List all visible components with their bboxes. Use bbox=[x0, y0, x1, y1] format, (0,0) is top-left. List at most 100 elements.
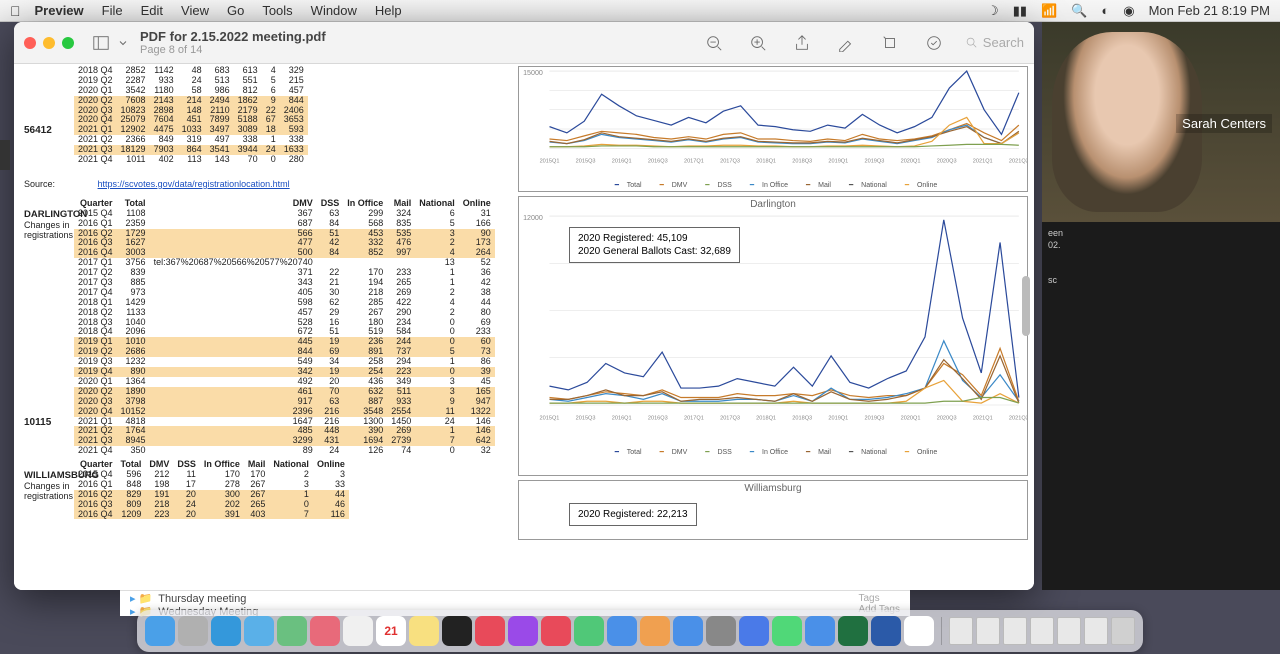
minimize-button[interactable] bbox=[43, 37, 55, 49]
dock-app-sysprefs[interactable] bbox=[706, 616, 736, 646]
dock-doc-doc6[interactable] bbox=[1084, 617, 1108, 645]
table-darlington: QuarterTotalDMVDSSIn OfficeMailNationalO… bbox=[74, 199, 495, 456]
siri-icon[interactable]: ◉ bbox=[1123, 3, 1134, 19]
sidebar-icon[interactable] bbox=[92, 34, 110, 52]
dock-app-zoom[interactable] bbox=[805, 616, 835, 646]
darlington-sub1: Changes in bbox=[24, 220, 74, 230]
participant-name: Sarah Centers bbox=[1176, 114, 1272, 133]
dock-app-music[interactable] bbox=[475, 616, 505, 646]
dnd-icon[interactable]: ☽ bbox=[987, 3, 999, 19]
dock-app-reminders[interactable] bbox=[343, 616, 373, 646]
svg-text:2015Q1: 2015Q1 bbox=[540, 415, 560, 421]
source-link[interactable]: https://scvotes.gov/data/registrationloc… bbox=[98, 179, 290, 189]
dock-doc-doc1[interactable] bbox=[949, 617, 973, 645]
svg-text:2018Q3: 2018Q3 bbox=[792, 415, 812, 421]
chart-williamsburg: Williamsburg 2020 Registered: 22,213 bbox=[518, 480, 1028, 540]
dock-app-notes[interactable] bbox=[409, 616, 439, 646]
dock-app-maps[interactable] bbox=[277, 616, 307, 646]
svg-text:2015Q3: 2015Q3 bbox=[576, 158, 596, 164]
svg-text:2021Q1: 2021Q1 bbox=[973, 158, 993, 164]
chevron-down-icon[interactable] bbox=[118, 34, 128, 52]
battery-icon[interactable]: ▮▮ bbox=[1013, 3, 1027, 19]
dock-app-keynote[interactable] bbox=[607, 616, 637, 646]
menu-help[interactable]: Help bbox=[375, 3, 402, 18]
dock-app-tv[interactable] bbox=[442, 616, 472, 646]
video-call-panel: Sarah Centers een02. sc bbox=[1042, 22, 1280, 590]
search-input[interactable]: Search bbox=[965, 35, 1024, 50]
williamsburg-heading: WILLIAMSBURG bbox=[24, 470, 74, 481]
page-indicator: Page 8 of 14 bbox=[140, 44, 326, 56]
rotate-icon[interactable] bbox=[881, 34, 899, 52]
scrollbar[interactable] bbox=[1022, 72, 1032, 582]
wifi-icon[interactable]: 📶 bbox=[1041, 3, 1057, 19]
darlington-heading: DARLINGTON bbox=[24, 209, 74, 220]
side-text: een02. sc bbox=[1042, 222, 1280, 292]
dock-app-podcasts[interactable] bbox=[508, 616, 538, 646]
share-icon[interactable] bbox=[793, 34, 811, 52]
zoom-button[interactable] bbox=[62, 37, 74, 49]
dock-doc-doc5[interactable] bbox=[1057, 617, 1081, 645]
dock-doc-doc2[interactable] bbox=[976, 617, 1000, 645]
dock-app-app1[interactable] bbox=[739, 616, 769, 646]
dock-app-news[interactable] bbox=[541, 616, 571, 646]
svg-text:2019Q1: 2019Q1 bbox=[828, 415, 848, 421]
apple-menu[interactable]:  bbox=[10, 3, 21, 19]
dock-app-photos[interactable] bbox=[310, 616, 340, 646]
menu-tools[interactable]: Tools bbox=[262, 3, 292, 18]
dock-app-calendar[interactable]: 21 bbox=[376, 616, 406, 646]
dock-app-mail[interactable] bbox=[244, 616, 274, 646]
svg-text:2020Q3: 2020Q3 bbox=[937, 158, 957, 164]
participant-tile[interactable]: Sarah Centers bbox=[1042, 22, 1280, 222]
dock-app-excel[interactable] bbox=[838, 616, 868, 646]
dock-app-messages[interactable] bbox=[772, 616, 802, 646]
folder-icon: ▸ 📁 bbox=[130, 593, 152, 606]
app-menu[interactable]: Preview bbox=[35, 3, 84, 18]
dock-app-word[interactable] bbox=[871, 616, 901, 646]
clock[interactable]: Mon Feb 21 8:19 PM bbox=[1149, 3, 1270, 18]
spotlight-icon[interactable]: 🔍 bbox=[1071, 3, 1087, 19]
svg-text:2019Q3: 2019Q3 bbox=[865, 415, 885, 421]
document-title: PDF for 2.15.2022 meeting.pdf bbox=[140, 29, 326, 44]
chart-darlington: Darlington 2020 Registered: 45,109 2020 … bbox=[518, 196, 1028, 476]
preview-window: PDF for 2.15.2022 meeting.pdf Page 8 of … bbox=[14, 22, 1034, 590]
finder-item[interactable]: Thursday meeting bbox=[158, 593, 246, 606]
menu-view[interactable]: View bbox=[181, 3, 209, 18]
table-top: 2018 Q4285211424868361343292019 Q2228793… bbox=[74, 66, 308, 165]
window-titlebar[interactable]: PDF for 2.15.2022 meeting.pdf Page 8 of … bbox=[14, 22, 1034, 64]
dock-doc-doc4[interactable] bbox=[1030, 617, 1054, 645]
dock: 21 bbox=[137, 610, 1143, 652]
document-body[interactable]: 2018 Q4285211424868361343292019 Q2228793… bbox=[14, 64, 1034, 590]
markup-icon[interactable] bbox=[837, 34, 855, 52]
source-label: Source: bbox=[24, 179, 55, 189]
menu-go[interactable]: Go bbox=[227, 3, 244, 18]
macos-menubar:  Preview File Edit View Go Tools Window… bbox=[0, 0, 1280, 22]
chart-darlington-title: Darlington bbox=[519, 197, 1027, 212]
svg-text:2018Q1: 2018Q1 bbox=[756, 158, 776, 164]
dock-app-pages[interactable] bbox=[640, 616, 670, 646]
control-center-icon[interactable]: ◐ bbox=[1101, 3, 1109, 18]
zoom-out-icon[interactable] bbox=[705, 34, 723, 52]
close-button[interactable] bbox=[24, 37, 36, 49]
dock-doc-trash[interactable] bbox=[1111, 617, 1135, 645]
dock-app-numbers[interactable] bbox=[574, 616, 604, 646]
svg-text:2016Q3: 2016Q3 bbox=[648, 415, 668, 421]
dock-app-finder[interactable] bbox=[145, 616, 175, 646]
dock-app-safari[interactable] bbox=[211, 616, 241, 646]
dock-app-launchpad[interactable] bbox=[178, 616, 208, 646]
williamsburg-callout: 2020 Registered: 22,213 bbox=[569, 503, 697, 526]
svg-text:2017Q3: 2017Q3 bbox=[720, 158, 740, 164]
menu-file[interactable]: File bbox=[102, 3, 123, 18]
dock-app-appstore[interactable] bbox=[673, 616, 703, 646]
menu-window[interactable]: Window bbox=[311, 3, 357, 18]
menu-edit[interactable]: Edit bbox=[141, 3, 163, 18]
highlight-icon[interactable] bbox=[925, 34, 943, 52]
chart-top: 150002015Q12015Q32016Q12016Q32017Q12017Q… bbox=[518, 66, 1028, 192]
svg-text:2018Q3: 2018Q3 bbox=[792, 158, 812, 164]
dock-doc-doc3[interactable] bbox=[1003, 617, 1027, 645]
williamsburg-sub2: registrations bbox=[24, 491, 74, 501]
zoom-in-icon[interactable] bbox=[749, 34, 767, 52]
dock-app-preview[interactable] bbox=[904, 616, 934, 646]
svg-text:2019Q1: 2019Q1 bbox=[828, 158, 848, 164]
svg-text:2021Q1: 2021Q1 bbox=[973, 415, 993, 421]
svg-text:2017Q1: 2017Q1 bbox=[684, 158, 704, 164]
